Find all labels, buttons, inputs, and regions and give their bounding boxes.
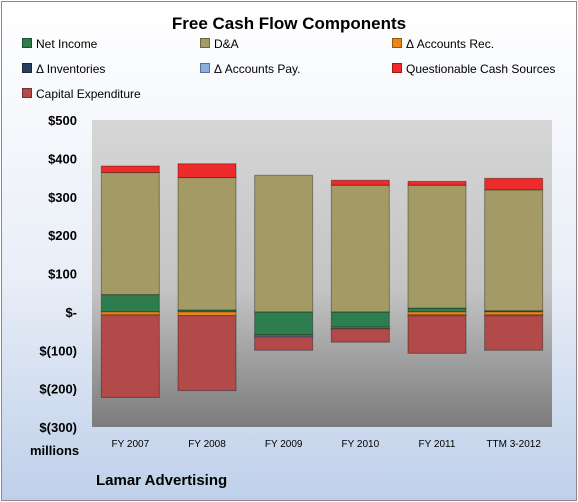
bar-segment bbox=[254, 174, 314, 313]
legend-label: Net Income bbox=[36, 37, 98, 51]
y-tick-label: $300 bbox=[48, 190, 77, 205]
legend-label: Δ Inventories bbox=[36, 62, 106, 76]
bar-segment bbox=[177, 163, 237, 179]
bar-segment bbox=[484, 189, 544, 312]
bar-segment bbox=[177, 311, 237, 317]
bar-segment bbox=[100, 314, 160, 398]
legend-label: Δ Accounts Pay. bbox=[214, 62, 301, 76]
x-tick-label: TTM 3-2012 bbox=[486, 439, 541, 450]
bar-segment bbox=[330, 184, 390, 313]
y-tick-label: $(200) bbox=[39, 382, 77, 397]
company-name: Lamar Advertising bbox=[96, 472, 228, 489]
legend-item: D&A bbox=[200, 37, 239, 51]
x-tick-label: FY 2009 bbox=[265, 439, 303, 450]
y-tick-label: $(100) bbox=[39, 343, 77, 358]
bar-segment bbox=[484, 315, 544, 351]
legend-swatch bbox=[22, 38, 32, 48]
y-tick-label: $400 bbox=[48, 151, 77, 166]
bar-segment bbox=[100, 172, 160, 296]
legend-swatch bbox=[200, 38, 210, 48]
chart-title: Free Cash Flow Components bbox=[171, 14, 407, 33]
legend-swatch bbox=[392, 63, 402, 73]
legend-swatch bbox=[22, 88, 32, 98]
unit-label: millions bbox=[30, 443, 80, 458]
bar-segment bbox=[177, 177, 237, 311]
legend-item: Δ Inventories bbox=[22, 62, 105, 76]
legend-swatch bbox=[392, 38, 402, 48]
legend-item: Capital Expenditure bbox=[22, 87, 141, 101]
legend-item: Δ Accounts Pay. bbox=[200, 62, 301, 76]
bar-segment bbox=[407, 307, 467, 313]
legend-label: Δ Accounts Rec. bbox=[406, 37, 495, 51]
y-tick-label: $(300) bbox=[39, 420, 77, 435]
bar-segment bbox=[177, 315, 237, 392]
y-tick-label: $- bbox=[65, 305, 77, 320]
x-tick-label: FY 2011 bbox=[419, 439, 456, 450]
legend-item: Δ Accounts Rec. bbox=[392, 37, 494, 51]
bar-segment bbox=[407, 184, 467, 309]
bar-segment bbox=[100, 294, 160, 313]
legend-item: Questionable Cash Sources bbox=[392, 62, 555, 76]
y-tick-label: $200 bbox=[48, 228, 77, 243]
plot-area bbox=[92, 120, 552, 427]
legend-label: Questionable Cash Sources bbox=[406, 62, 556, 76]
bar-segment bbox=[330, 328, 390, 343]
bar-segment bbox=[254, 311, 314, 336]
bar-segment bbox=[100, 165, 160, 174]
bar-segment bbox=[407, 180, 467, 186]
legend-swatch bbox=[200, 63, 210, 73]
y-tick-label: $100 bbox=[48, 267, 77, 282]
legend-label: Capital Expenditure bbox=[36, 87, 141, 101]
bar-segment bbox=[484, 177, 544, 191]
x-tick-label: FY 2007 bbox=[112, 439, 150, 450]
y-tick-label: $500 bbox=[48, 113, 77, 128]
legend-swatch bbox=[22, 63, 32, 73]
bar-segment bbox=[330, 179, 390, 186]
bar-segment bbox=[254, 336, 314, 351]
legend-item: Net Income bbox=[22, 37, 97, 51]
x-tick-label: FY 2010 bbox=[342, 439, 380, 450]
x-tick-label: FY 2008 bbox=[188, 439, 226, 450]
bar-segment bbox=[407, 315, 467, 354]
bar-segment bbox=[330, 311, 390, 328]
legend-label: D&A bbox=[214, 37, 239, 51]
